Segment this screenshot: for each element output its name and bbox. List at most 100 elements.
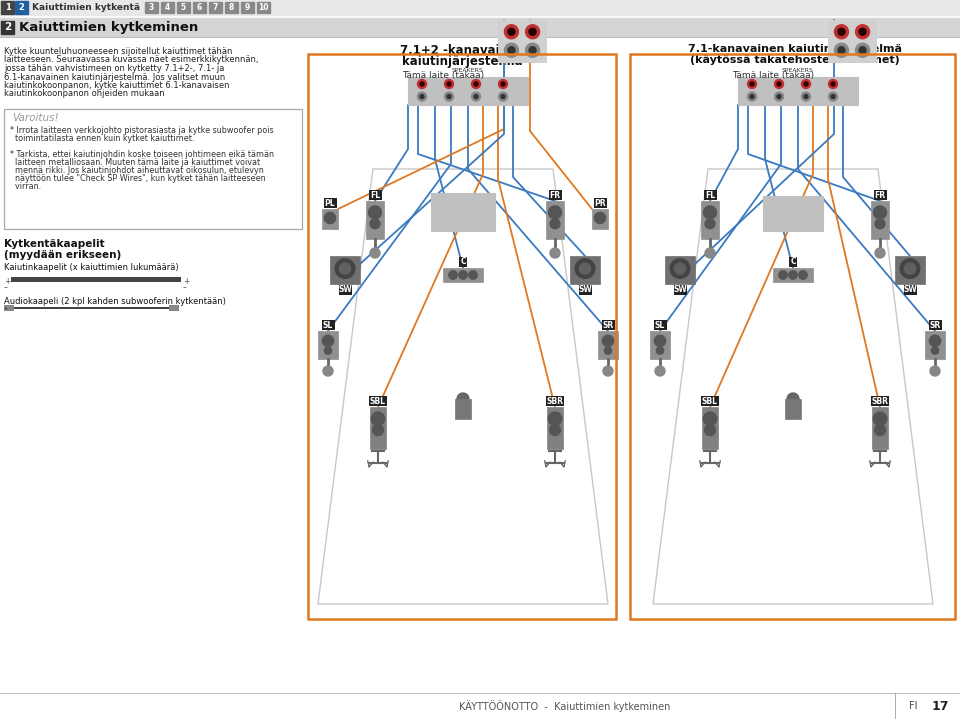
Bar <box>872 407 888 449</box>
Bar <box>548 190 562 200</box>
Bar <box>225 2 238 13</box>
Text: 7.1-kanavainen kaiutinjärjestelmä: 7.1-kanavainen kaiutinjärjestelmä <box>688 44 902 54</box>
Circle shape <box>447 82 451 86</box>
Bar <box>318 331 338 359</box>
Bar <box>1 21 14 34</box>
Circle shape <box>655 335 665 347</box>
Text: SBR: SBR <box>546 396 564 406</box>
Circle shape <box>748 92 756 101</box>
Text: SW: SW <box>673 285 686 295</box>
Circle shape <box>779 271 787 279</box>
Circle shape <box>855 43 870 58</box>
Circle shape <box>704 206 716 219</box>
Circle shape <box>876 219 885 229</box>
Circle shape <box>548 412 562 426</box>
Circle shape <box>831 82 835 86</box>
Circle shape <box>900 259 920 278</box>
Circle shape <box>605 347 612 354</box>
Circle shape <box>372 412 385 426</box>
Bar <box>789 257 797 267</box>
Bar <box>322 209 338 229</box>
Bar <box>546 396 564 406</box>
Circle shape <box>372 425 383 436</box>
Bar <box>598 331 618 359</box>
Text: mennä rikki. Jos kaiutinjohdot aiheuttavat oikosulun, etulevyn: mennä rikki. Jos kaiutinjohdot aiheuttav… <box>10 166 264 175</box>
Circle shape <box>468 271 477 279</box>
Bar <box>257 2 270 13</box>
Bar <box>738 77 858 105</box>
Circle shape <box>855 24 870 39</box>
Text: PL: PL <box>324 198 335 208</box>
Circle shape <box>471 80 481 88</box>
Circle shape <box>804 82 808 86</box>
Bar <box>547 407 563 449</box>
Text: 1: 1 <box>5 3 11 12</box>
Text: 17: 17 <box>931 700 948 713</box>
Bar <box>785 399 801 419</box>
Bar <box>903 285 917 295</box>
Circle shape <box>498 80 508 88</box>
Circle shape <box>444 80 453 88</box>
Circle shape <box>508 28 515 35</box>
Circle shape <box>447 95 451 99</box>
Bar <box>324 198 337 208</box>
Circle shape <box>875 248 885 258</box>
Text: FL: FL <box>370 191 380 199</box>
Bar <box>322 320 334 330</box>
Text: Kaiutinkaapelit (x kaiuttimien lukumäärä): Kaiutinkaapelit (x kaiuttimien lukumäärä… <box>4 263 179 272</box>
Bar <box>308 54 616 619</box>
Bar <box>431 193 495 231</box>
Circle shape <box>550 248 560 258</box>
Circle shape <box>323 335 334 347</box>
Text: 7: 7 <box>213 3 218 12</box>
Circle shape <box>474 82 478 86</box>
Circle shape <box>603 366 613 376</box>
Text: 2: 2 <box>18 3 24 12</box>
Text: 7.1+2 -kanavainen: 7.1+2 -kanavainen <box>399 44 524 57</box>
Circle shape <box>838 47 845 54</box>
Bar <box>593 198 607 208</box>
Bar <box>928 320 942 330</box>
Circle shape <box>750 95 754 99</box>
Text: näyttöön tulee "Check SP Wires", kun kytket tähän laitteeseen: näyttöön tulee "Check SP Wires", kun kyt… <box>10 174 266 183</box>
Text: SBR: SBR <box>872 396 889 406</box>
Circle shape <box>471 92 481 101</box>
Text: 8: 8 <box>228 3 234 12</box>
Text: laitteen metalliosaan. Muuten tämä laite ja kaiuttimet voivat: laitteen metalliosaan. Muuten tämä laite… <box>10 158 260 167</box>
Bar <box>366 201 384 239</box>
Circle shape <box>575 259 595 278</box>
Text: 5: 5 <box>180 3 186 12</box>
Circle shape <box>655 366 665 376</box>
Circle shape <box>420 82 424 86</box>
Bar <box>592 209 608 229</box>
Text: Kytke kuunteluhuoneeseen sijoitellut kaiuttimet tähän: Kytke kuunteluhuoneeseen sijoitellut kai… <box>4 47 232 56</box>
Bar <box>177 2 190 13</box>
Bar <box>602 320 614 330</box>
Circle shape <box>418 92 426 101</box>
Text: C: C <box>790 257 796 267</box>
Circle shape <box>874 412 887 426</box>
Bar <box>193 2 206 13</box>
Bar <box>874 190 886 200</box>
Text: FR: FR <box>549 191 561 199</box>
Text: 3: 3 <box>149 3 155 12</box>
Bar <box>161 2 174 13</box>
Circle shape <box>529 47 536 54</box>
Bar <box>650 331 670 359</box>
Circle shape <box>324 347 331 354</box>
Circle shape <box>838 28 845 35</box>
Bar <box>630 54 955 619</box>
Bar <box>209 2 222 13</box>
Text: SW: SW <box>903 285 917 295</box>
Text: FR: FR <box>875 191 885 199</box>
Circle shape <box>777 95 781 99</box>
Circle shape <box>548 206 562 219</box>
Circle shape <box>504 24 518 39</box>
Text: SW: SW <box>338 285 352 295</box>
Text: –: – <box>4 283 8 292</box>
Circle shape <box>828 92 837 101</box>
Circle shape <box>525 43 540 58</box>
Circle shape <box>929 335 941 347</box>
Bar <box>702 407 718 449</box>
Circle shape <box>787 393 799 405</box>
